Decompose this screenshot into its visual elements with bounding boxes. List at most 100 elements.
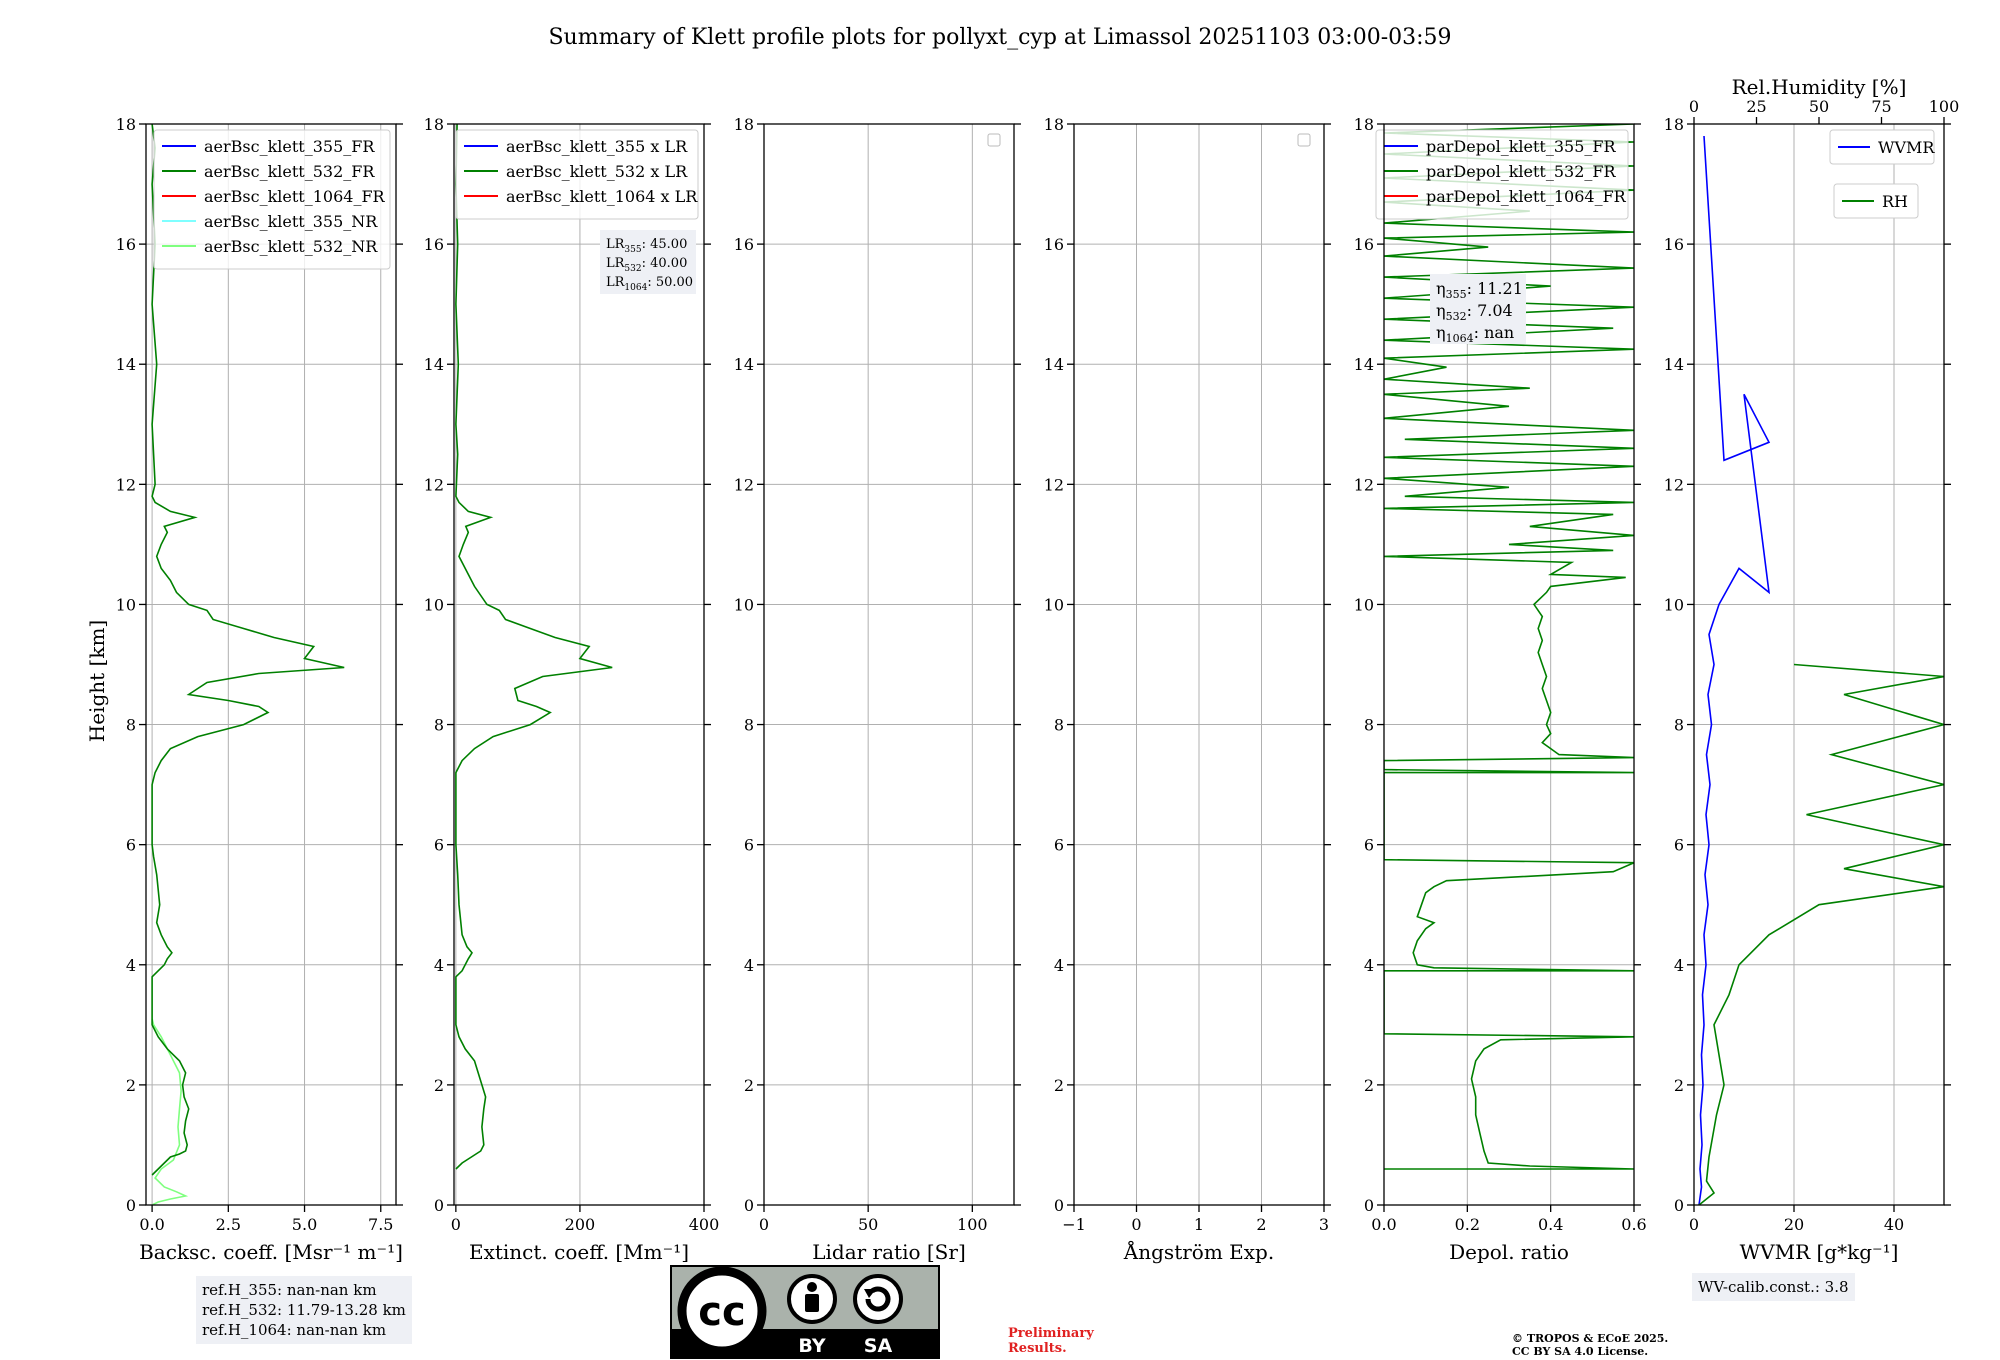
x-tick-label: 0.6 — [1621, 1215, 1646, 1234]
y-tick-label: 8 — [126, 716, 136, 735]
y-tick-label: 12 — [424, 475, 444, 494]
sa-recycle-icon — [853, 1274, 903, 1324]
x-tick-label: 0.0 — [139, 1215, 164, 1234]
preliminary-line-1: Preliminary — [1008, 1326, 1094, 1341]
x-tick-label: 100 — [957, 1215, 988, 1234]
panel-backscatter: 0 2 4 6 8 10 12 14 16 18 0.0 2.5 5.0 7.5 Backsc. coeff… — [116, 115, 403, 1264]
y-tick-label: 12 — [116, 475, 136, 494]
y-tick-label: 14 — [1044, 355, 1064, 374]
y-tick-label: 10 — [1354, 595, 1374, 614]
annotation-line: LR532: 40.00 — [606, 256, 687, 274]
y-tick-label: 2 — [1054, 1076, 1064, 1095]
legend-label: aerBsc_klett_532 x LR — [506, 162, 688, 181]
legend-label: aerBsc_klett_1064 x LR — [506, 187, 698, 206]
x-tick-label: 1 — [1194, 1215, 1204, 1234]
y-tick-label: 8 — [434, 716, 444, 735]
y-tick-label: 4 — [1364, 956, 1374, 975]
y-tick-label: 16 — [1664, 235, 1684, 254]
annotation-line: LR355: 45.00 — [606, 237, 687, 255]
ref-height-532: ref.H_532: 11.79-13.28 km — [202, 1301, 406, 1319]
top-x-tick-label: 50 — [1809, 97, 1829, 116]
axes-frame — [763, 123, 1015, 1206]
x-tick-label: 0 — [451, 1215, 461, 1234]
y-tick-label: 14 — [1664, 355, 1684, 374]
legend-label: aerBsc_klett_1064_FR — [204, 187, 386, 206]
series-group — [455, 124, 613, 1170]
annotation-line: η1064: nan — [1436, 323, 1514, 345]
y-tick-label: 18 — [1354, 115, 1374, 134]
x-tick-label: 0 — [759, 1215, 769, 1234]
y-tick-label: 4 — [744, 956, 754, 975]
series-line-aerbsc-klett-532-nr — [151, 1018, 189, 1205]
ref-height-1064: ref.H_1064: nan-nan km — [202, 1321, 387, 1339]
y-tick-label: 6 — [1054, 836, 1064, 855]
y-tick-label: 0 — [1364, 1196, 1374, 1215]
top-x-tick-label: 0 — [1689, 97, 1699, 116]
y-tick-label: 18 — [1044, 115, 1064, 134]
y-tick-label: 12 — [734, 475, 754, 494]
annotation-line: η532: 7.04 — [1436, 301, 1513, 323]
y-tick-label: 4 — [1054, 956, 1064, 975]
x-axis-label: Depol. ratio — [1449, 1240, 1569, 1264]
annotation-line: η355: 11.21 — [1436, 279, 1523, 301]
legend-label: aerBsc_klett_355_NR — [204, 212, 378, 231]
legend-label: aerBsc_klett_355_FR — [204, 137, 375, 156]
legend-frame — [1375, 129, 1629, 220]
series-line-aerbsc-klett-532-x-lr — [455, 124, 613, 1170]
legend-frame — [1829, 129, 1935, 165]
legend-wvmr: WVMR — [1829, 129, 1935, 165]
figure-title: Summary of Klett profile plots for polly… — [548, 25, 1451, 50]
y-tick-label: 8 — [1364, 716, 1374, 735]
preliminary-results-note: Preliminary Results. — [1008, 1326, 1094, 1356]
y-tick-label: 18 — [1664, 115, 1684, 134]
y-tick-label: 2 — [434, 1076, 444, 1095]
y-tick-label: 0 — [1674, 1196, 1684, 1215]
y-tick-label: 10 — [1044, 595, 1064, 614]
x-tick-label: 50 — [858, 1215, 878, 1234]
y-tick-label: 14 — [116, 355, 136, 374]
cc-by-sa-badge: cc BY SA — [670, 1265, 940, 1359]
series-line-wvmr — [1698, 135, 1771, 1205]
x-tick-label: 5.0 — [292, 1215, 317, 1234]
legend-label: RH — [1882, 192, 1908, 211]
legend: aerBsc_klett_355 x LR aerBsc_klett_532 x … — [455, 129, 699, 220]
x-tick-label: 20 — [1784, 1215, 1804, 1234]
axes-frame — [1693, 123, 1945, 1206]
y-axis-label: Height [km] — [85, 620, 109, 742]
y-tick-label: 14 — [734, 355, 754, 374]
annotation-box — [600, 230, 696, 294]
y-tick-label: 16 — [1354, 235, 1374, 254]
series-line-aerbsc-klett-532-fr — [151, 124, 345, 1176]
y-tick-label: 8 — [1054, 716, 1064, 735]
series-group — [151, 124, 345, 1205]
wv-calibration-constant: WV-calib.const.: 3.8 — [1698, 1278, 1849, 1296]
ref-height-355: ref.H_355: nan-nan km — [202, 1281, 377, 1299]
cc-icon — [677, 1266, 767, 1356]
x-tick-label: −1 — [1062, 1215, 1086, 1234]
legend: aerBsc_klett_355_FR aerBsc_klett_532_FRae… — [153, 129, 391, 270]
legend-label: parDepol_klett_532_FR — [1426, 162, 1617, 181]
top-x-tick-label: 75 — [1871, 97, 1891, 116]
x-axis-label: Extinct. coeff. [Mm⁻¹] — [469, 1240, 689, 1264]
y-tick-label: 0 — [434, 1196, 444, 1215]
y-tick-label: 14 — [1354, 355, 1374, 374]
y-tick-label: 4 — [126, 956, 136, 975]
x-tick-label: 2.5 — [216, 1215, 241, 1234]
y-tick-label: 4 — [434, 956, 444, 975]
legend-label: WVMR — [1878, 138, 1935, 157]
y-tick-label: 8 — [1674, 716, 1684, 735]
copyright-line-2: CC BY SA 4.0 License. — [1512, 1345, 1649, 1358]
legend: parDepol_klett_355_FR parDepol_klett_532_… — [1375, 129, 1629, 220]
y-tick-label: 6 — [126, 836, 136, 855]
legend-label: aerBsc_klett_532_FR — [204, 162, 375, 181]
wv-calibration-box: WV-calib.const.: 3.8 — [1692, 1273, 1855, 1301]
y-tick-label: 16 — [1044, 235, 1064, 254]
y-tick-label: 8 — [744, 716, 754, 735]
copyright-note: © TROPOS & ECoE 2025. CC BY SA 4.0 Licen… — [1512, 1332, 1668, 1358]
legend-frame — [1833, 183, 1919, 219]
axes-frame — [1073, 123, 1325, 1206]
